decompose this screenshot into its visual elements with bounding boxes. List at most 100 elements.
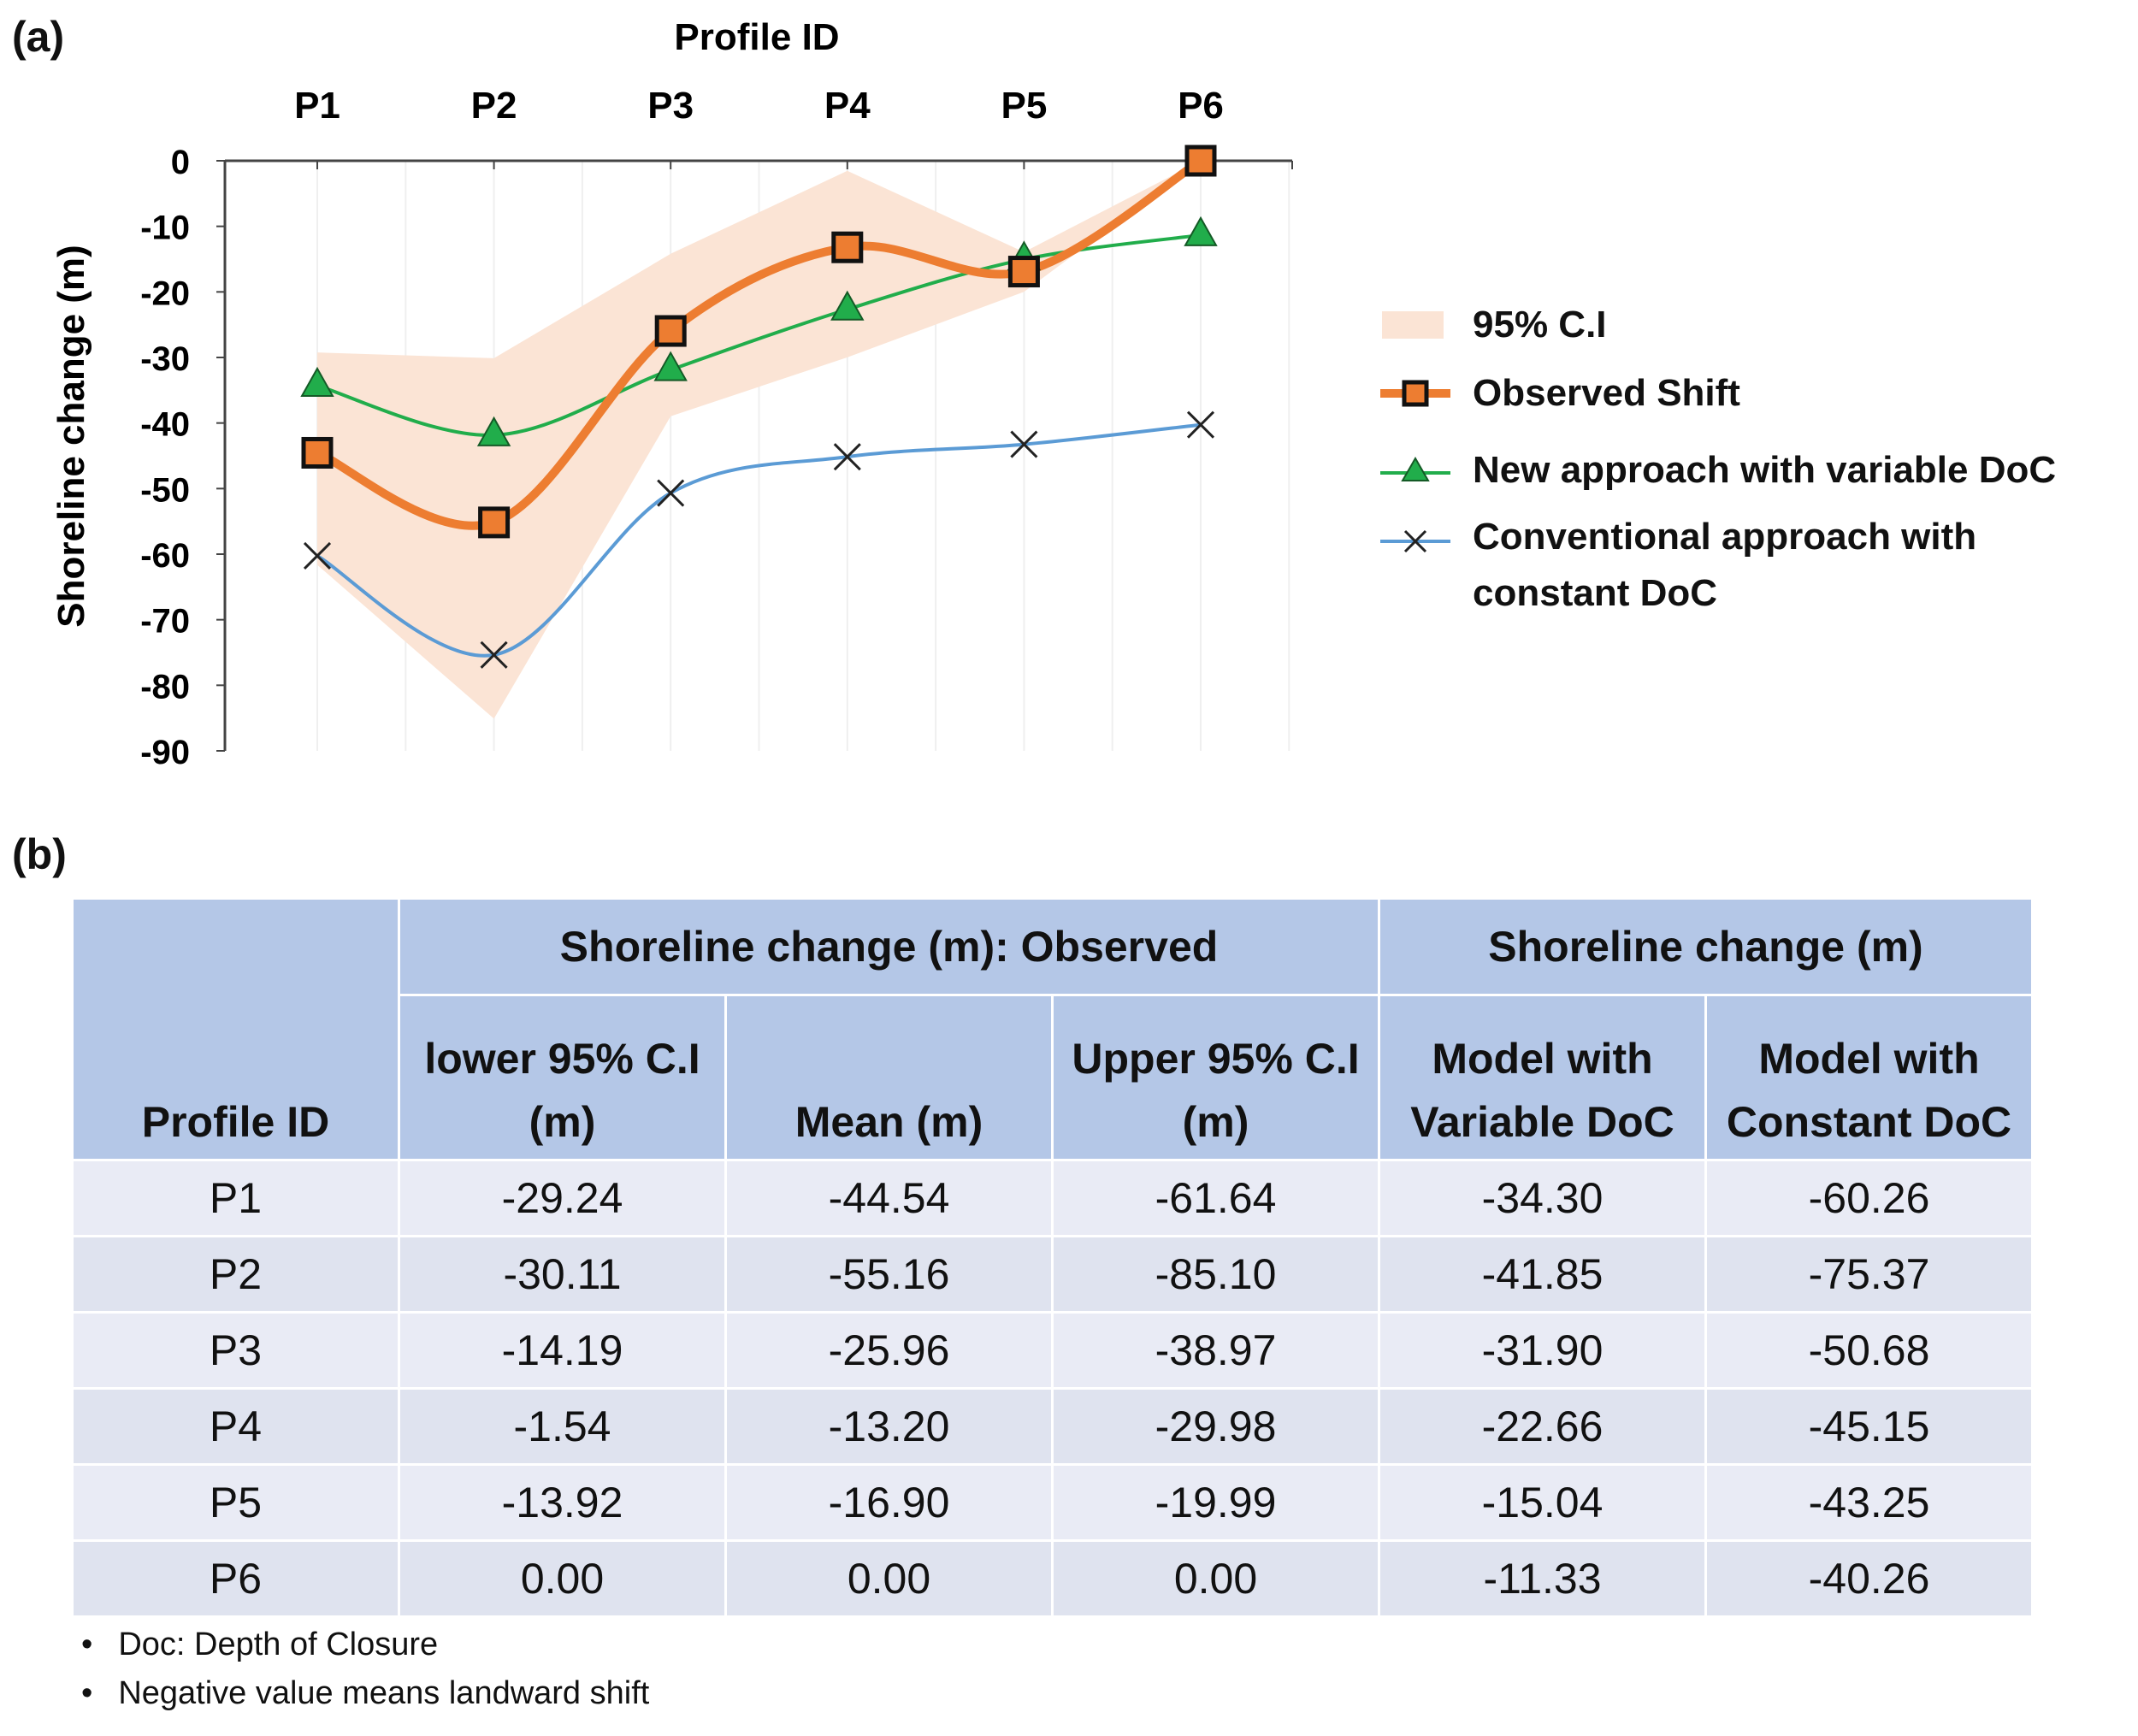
header-mean: Mean (m) [724,994,1054,1161]
table-cell: -60.26 [1704,1159,2034,1237]
table-cell: -40.26 [1704,1539,2034,1618]
constant-doc-point [833,443,861,471]
legend-item-ci: 95% C.I [1377,299,1607,351]
table-cell: -44.54 [724,1159,1054,1237]
constant-doc-point [1010,430,1038,458]
footnotes: Doc: Depth of Closure Negative value mea… [81,1621,649,1718]
legend-item-conventional: Conventional approach with constant DoC [1377,509,1976,622]
x-tick-label: P2 [471,85,517,127]
table-row: P5 -13.92 -16.90 -19.99 -15.04 -43.25 [71,1463,2034,1542]
table-cell: -29.24 [398,1159,727,1237]
constant-doc-point [303,541,332,570]
constant-doc-point [657,479,685,507]
y-tick-label: -70 [140,603,190,641]
legend-label-conventional-1: Conventional approach with [1473,516,1977,558]
header-variable-doc: Model with Variable DoC [1378,994,1707,1161]
table-cell: -41.85 [1378,1235,1707,1314]
legend-label-observed: Observed Shift [1473,372,1740,414]
table-cell: -25.96 [724,1311,1054,1390]
variable-doc-point [830,290,865,321]
table-row: P1 -29.24 -44.54 -61.64 -34.30 -60.26 [71,1159,2034,1237]
y-tick-label: -60 [140,537,190,575]
variable-doc-point [476,416,511,446]
table-cell: -30.11 [398,1235,727,1314]
table-cell: -38.97 [1051,1311,1380,1390]
y-tick-label: -80 [140,668,190,706]
cell-profile-id: P6 [71,1539,400,1618]
results-table: Profile ID Shoreline change (m): Observe… [71,897,2034,1618]
table-cell: 0.00 [724,1539,1054,1618]
observed-point [478,506,511,539]
cell-profile-id: P1 [71,1159,400,1237]
observed-point [1184,145,1217,177]
cell-profile-id: P5 [71,1463,400,1542]
table-cell: -1.54 [398,1387,727,1466]
y-tick-label: -50 [140,471,190,509]
series-line-x [316,422,1202,658]
table-row: P2 -30.11 -55.16 -85.10 -41.85 -75.37 [71,1235,2034,1314]
legend-label-conventional-2: constant DoC [1473,572,1717,614]
table-cell: -45.15 [1704,1387,2034,1466]
table-row: P6 0.00 0.00 0.00 -11.33 -40.26 [71,1539,2034,1618]
table-cell: -13.92 [398,1463,727,1542]
variable-doc-point [653,351,688,381]
legend-swatch-new [1377,445,1454,496]
table-cell: -29.98 [1051,1387,1380,1466]
constant-doc-point [1186,410,1215,439]
legend-swatch-conventional [1377,509,1454,560]
table-cell: -55.16 [724,1235,1054,1314]
header-upper-ci: Upper 95% C.I (m) [1051,994,1380,1161]
table-cell: -75.37 [1704,1235,2034,1314]
y-tick-label: -10 [140,210,190,247]
variable-doc-point [300,366,334,397]
x-tick-label: P5 [1001,85,1047,127]
table-cell: -31.90 [1378,1311,1707,1390]
table-cell: -61.64 [1051,1159,1380,1237]
table-cell: 0.00 [398,1539,727,1618]
ci-band [317,161,1201,719]
legend-label-new: New approach with variable DoC [1473,449,2057,491]
y-tick-label: -20 [140,275,190,312]
table-row: P3 -14.19 -25.96 -38.97 -31.90 -50.68 [71,1311,2034,1390]
observed-point [1007,256,1040,288]
x-axis-title: Profile ID [674,16,839,58]
observed-point [831,231,864,263]
series-line-triangle [316,233,1202,437]
header-constant-doc: Model with Constant DoC [1704,994,2034,1161]
cell-profile-id: P3 [71,1311,400,1390]
header-lower-ci: lower 95% C.I (m) [398,994,727,1161]
header-group-observed: Shoreline change (m): Observed [398,897,1380,996]
table-cell: -19.99 [1051,1463,1380,1542]
legend-swatch-ci [1377,299,1454,351]
table-cell: -50.68 [1704,1311,2034,1390]
table-cell: -22.66 [1378,1387,1707,1466]
legend-label-ci: 95% C.I [1473,304,1607,345]
y-axis-title: Shoreline change (m) [50,245,92,627]
table-cell: -14.19 [398,1311,727,1390]
table-cell: -15.04 [1378,1463,1707,1542]
cell-profile-id: P4 [71,1387,400,1466]
table-cell: -34.30 [1378,1159,1707,1237]
footnote: Doc: Depth of Closure [81,1621,649,1669]
table-cell: -11.33 [1378,1539,1707,1618]
y-tick-label: -90 [140,734,190,771]
legend-item-observed: Observed Shift [1377,368,1740,419]
panel-label-a: (a) [12,13,65,61]
legend-swatch-observed [1377,368,1454,419]
constant-doc-point [480,641,508,669]
x-tick-label: P4 [824,85,871,127]
cell-profile-id: P2 [71,1235,400,1314]
y-tick-label: -40 [140,406,190,444]
table-cell: -16.90 [724,1463,1054,1542]
table-cell: -85.10 [1051,1235,1380,1314]
footnote: Negative value means landward shift [81,1669,649,1718]
x-tick-label: P1 [294,85,340,127]
shoreline-chart: P1 P2 P3 P4 P5 P6 0 -10 -20 -30 -40 -50 -60 -70 -80 -90… [50,16,1293,771]
variable-doc-point [1184,216,1218,246]
header-group-model: Shoreline change (m) [1378,897,2034,996]
observed-point [301,436,334,469]
header-profile-id: Profile ID [71,897,400,1161]
y-tick-label: -30 [140,340,190,378]
table-cell: 0.00 [1051,1539,1380,1618]
x-tick-label: P6 [1178,85,1224,127]
